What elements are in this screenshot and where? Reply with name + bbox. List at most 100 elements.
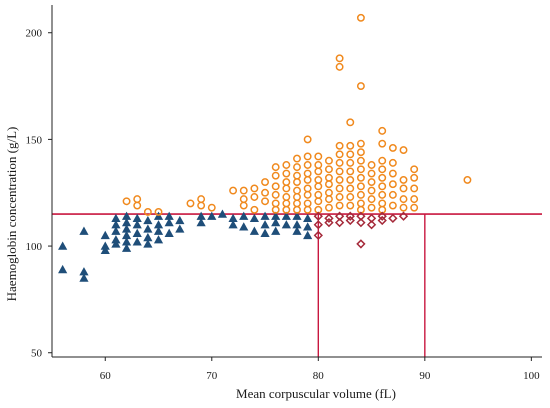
circle-marker [335, 167, 344, 176]
circle-marker [346, 150, 355, 159]
circle-marker [356, 182, 365, 191]
y-tick-label: 100 [26, 241, 43, 253]
circle-marker [122, 197, 131, 206]
triangle-marker [239, 211, 249, 220]
triangle-marker [111, 220, 121, 229]
diamond-marker [324, 213, 334, 223]
circle-marker [133, 201, 142, 210]
circle-marker [399, 203, 408, 212]
triangle-marker [143, 224, 153, 233]
circle-marker [356, 82, 365, 91]
circle-marker [303, 205, 312, 214]
circle-marker [356, 165, 365, 174]
circle-marker [335, 62, 344, 71]
circle-marker [314, 197, 323, 206]
circle-marker [325, 165, 333, 174]
circle-marker [250, 205, 259, 214]
circle-marker [293, 171, 301, 180]
triangle-marker [132, 213, 142, 223]
circle-marker [271, 163, 280, 172]
triangle-marker [132, 220, 142, 229]
circle-marker [271, 171, 280, 180]
triangle-marker [121, 230, 132, 240]
circle-marker [346, 175, 355, 184]
triangle-marker [143, 215, 153, 225]
diamond-marker [324, 217, 334, 228]
circle-marker [261, 178, 269, 187]
diamond-marker [334, 217, 345, 228]
triangle-marker [164, 211, 174, 220]
triangle-marker [153, 226, 164, 235]
triangle-marker [239, 222, 249, 231]
triangle-marker [217, 209, 228, 218]
circle-marker [293, 199, 301, 208]
circle-marker [303, 175, 312, 184]
triangle-marker [281, 220, 291, 229]
triangle-marker [260, 211, 270, 220]
circle-marker [356, 13, 365, 22]
circle-marker [314, 161, 323, 169]
circle-marker [335, 184, 344, 193]
circle-marker [282, 199, 291, 208]
circle-marker [356, 156, 365, 165]
triangle-marker [260, 228, 270, 237]
circle-marker [399, 175, 408, 184]
circle-marker [325, 203, 333, 212]
circle-marker [143, 207, 152, 216]
circle-marker [378, 156, 387, 165]
x-tick-label: 60 [100, 370, 112, 382]
circle-marker [303, 135, 312, 144]
circle-marker [282, 161, 291, 169]
circle-marker [378, 173, 387, 182]
circle-marker [293, 163, 301, 172]
triangle-marker [121, 224, 132, 233]
triangle-marker [281, 211, 291, 220]
circle-marker [325, 195, 333, 204]
triangle-marker [111, 235, 121, 244]
circle-marker [303, 190, 312, 199]
circle-marker [271, 190, 280, 199]
circle-marker [367, 178, 376, 187]
circle-marker [346, 118, 355, 127]
axes: 60 70 80 90 100 50 100 150 200 [26, 5, 542, 382]
circle-marker [388, 190, 397, 199]
triangle-marker [249, 213, 259, 223]
triangle-marker [153, 235, 164, 244]
circle-marker [346, 184, 355, 193]
x-tick-label: 70 [206, 370, 218, 382]
circle-marker [325, 180, 333, 189]
diamond-marker [388, 213, 398, 223]
circle-marker [239, 186, 248, 195]
circle-marker [282, 178, 291, 187]
y-axis-title: Haemoglobin concentration (g/L) [4, 127, 19, 302]
circle-marker [378, 139, 387, 148]
triangle-marker [271, 218, 281, 227]
circle-marker [250, 193, 259, 201]
triangle-marker [175, 215, 185, 225]
data-markers [58, 13, 472, 282]
triangle-marker [303, 222, 313, 231]
triangle-marker [121, 243, 132, 252]
circle-marker [335, 150, 344, 159]
triangle-marker [111, 226, 121, 235]
triangle-marker [79, 273, 89, 282]
circle-marker [325, 173, 333, 182]
circle-marker [346, 193, 355, 201]
circle-marker [346, 167, 355, 176]
circle-marker [293, 154, 301, 163]
circle-marker [314, 167, 323, 176]
circle-marker [367, 203, 376, 212]
circle-marker [367, 186, 376, 195]
triangle-marker [196, 211, 206, 220]
triangle-marker [111, 239, 121, 248]
circle-marker [250, 184, 259, 193]
diamond-marker [345, 211, 355, 221]
circle-marker [367, 161, 376, 169]
circle-marker [314, 182, 323, 191]
circle-marker [388, 158, 397, 167]
circle-marker [325, 188, 333, 197]
circle-marker [303, 184, 312, 193]
triangle-marker [132, 228, 142, 237]
circle-marker [367, 169, 376, 178]
